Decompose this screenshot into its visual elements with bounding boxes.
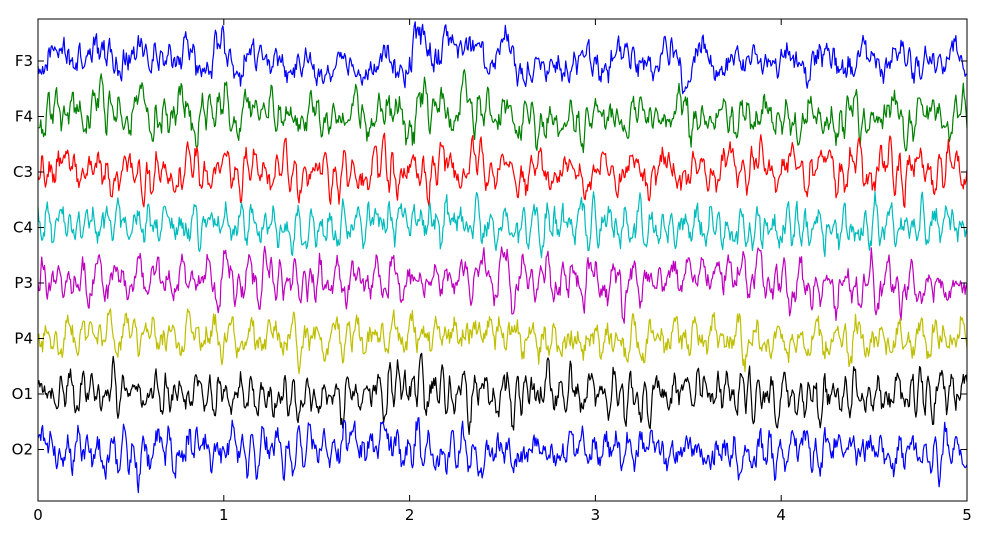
x-tick-label-1: 1 xyxy=(219,506,229,524)
x-tick-label-2: 2 xyxy=(405,506,415,524)
y-tick-label-f4: F4 xyxy=(15,108,33,126)
y-tick-label-p3: P3 xyxy=(14,274,33,292)
trace-p3 xyxy=(37,245,968,324)
trace-c4 xyxy=(37,191,968,259)
y-tick-label-o1: O1 xyxy=(12,385,33,403)
axes-frame xyxy=(37,18,968,502)
y-tick-label-f3: F3 xyxy=(15,52,33,70)
trace-o1 xyxy=(37,352,968,435)
trace-o2 xyxy=(37,417,968,494)
trace-f3 xyxy=(37,21,968,95)
x-tick-label-0: 0 xyxy=(33,506,43,524)
trace-c3 xyxy=(37,132,968,208)
trace-p4 xyxy=(37,308,968,375)
y-axis-ticks: F3 F4 C3 C4 P3 P4 O1 O2 xyxy=(12,52,967,459)
y-tick-label-c4: C4 xyxy=(13,219,33,237)
y-tick-label-c3: C3 xyxy=(13,163,33,181)
x-tick-label-4: 4 xyxy=(776,506,786,524)
plot-background xyxy=(38,19,967,501)
eeg-traces xyxy=(37,21,968,494)
trace-f4 xyxy=(37,69,968,154)
y-tick-label-p4: P4 xyxy=(14,330,33,348)
x-tick-label-3: 3 xyxy=(591,506,601,524)
y-tick-label-o2: O2 xyxy=(12,441,33,459)
x-tick-label-5: 5 xyxy=(962,506,972,524)
